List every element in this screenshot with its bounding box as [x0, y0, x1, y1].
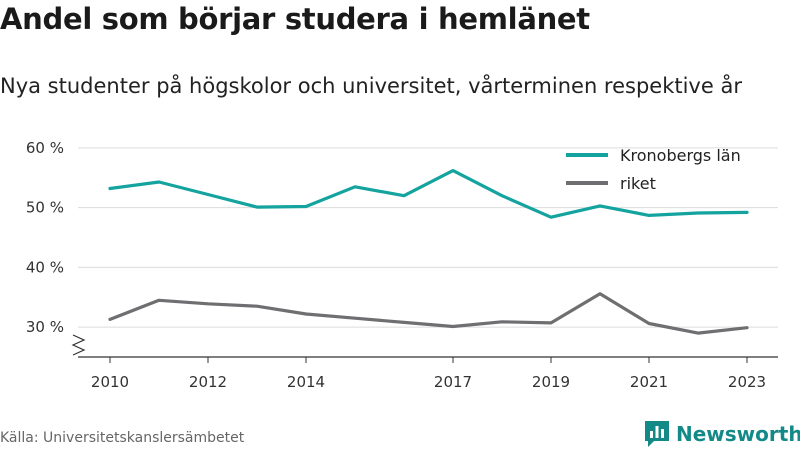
- series-line: [108, 292, 749, 335]
- newsworthy-logo: Newsworthy: [644, 420, 800, 448]
- y-tick-label: 30 %: [26, 318, 64, 336]
- series-line: [108, 169, 749, 219]
- source-text: Källa: Universitetskanslersämbetet: [0, 430, 245, 446]
- y-tick-label: 50 %: [26, 199, 64, 217]
- line-chart: 30 % 40 % 50 % 60 % 2010 2012 2014 2017 2019 202…: [26, 139, 778, 391]
- x-tick-label: 2023: [728, 373, 766, 391]
- newsworthy-logo-text: Newsworthy: [676, 422, 800, 446]
- y-axis-ticks: 30 % 40 % 50 % 60 %: [26, 139, 64, 336]
- chart-title: Andel som börjar studera i hemlänet: [0, 2, 590, 36]
- x-tick-label: 2010: [91, 373, 129, 391]
- x-tick-label: 2014: [287, 373, 325, 391]
- newsworthy-logo-icon: [645, 421, 669, 447]
- x-tick-label: 2021: [630, 373, 668, 391]
- chart-subtitle: Nya studenter på högskolor och universit…: [0, 74, 742, 98]
- legend: Kronobergs län riket: [566, 146, 741, 193]
- x-tick-label: 2012: [189, 373, 227, 391]
- x-tick-label: 2017: [434, 373, 472, 391]
- legend-label: Kronobergs län: [620, 146, 741, 165]
- legend-label: riket: [620, 174, 656, 193]
- y-tick-label: 40 %: [26, 258, 64, 276]
- axis-break-icon: [71, 334, 86, 356]
- x-axis: 2010 2012 2014 2017 2019 2021 2023: [71, 334, 778, 391]
- y-tick-label: 60 %: [26, 139, 64, 157]
- x-tick-label: 2019: [532, 373, 570, 391]
- series-layer: [108, 169, 749, 335]
- gridlines: [78, 147, 778, 328]
